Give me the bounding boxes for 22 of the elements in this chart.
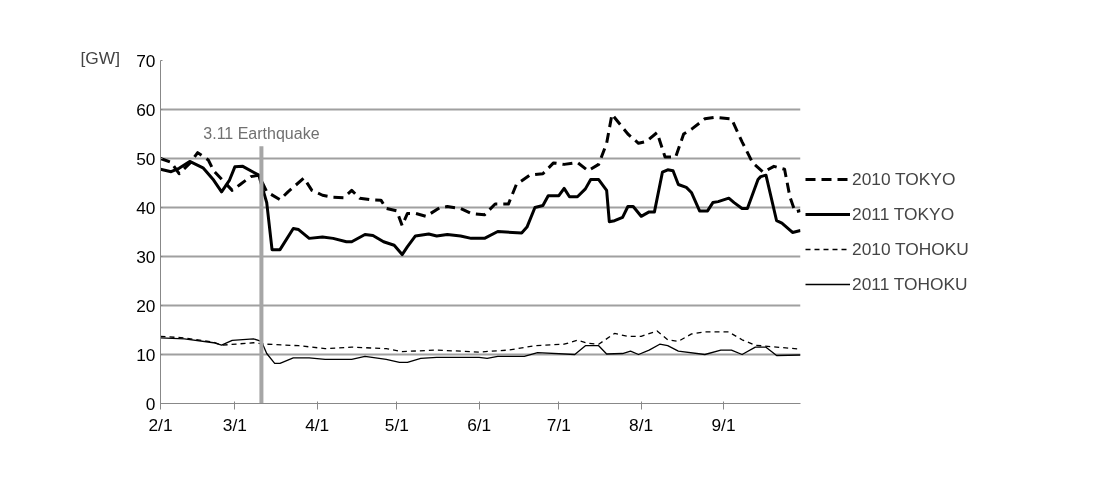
y-tick-label: 20 (136, 295, 156, 316)
legend-label: 2010 TOHOKU (852, 238, 969, 260)
y-tick-label: 40 (136, 197, 156, 218)
legend-label: 2010 TOKYO (852, 168, 956, 190)
x-tick-label: 2/1 (148, 414, 173, 435)
y-tick-label: 30 (136, 246, 156, 267)
y-tick-label: 10 (136, 344, 156, 365)
y-tick-label: 70 (136, 50, 156, 71)
y-tick-label: 50 (136, 148, 156, 169)
x-tick-label: 4/1 (305, 414, 330, 435)
legend-label: 2011 TOKYO (852, 203, 955, 225)
y-axis-title: [GW] (80, 47, 120, 68)
x-tick-label: 5/1 (384, 414, 409, 435)
x-tick-label: 9/1 (711, 414, 736, 435)
y-tick-label: 0 (145, 393, 156, 414)
y-tick-label: 60 (136, 99, 156, 120)
x-tick-label: 7/1 (546, 414, 571, 435)
x-tick-label: 8/1 (629, 414, 654, 435)
ref-line-label: 3.11 Earthquake (203, 125, 320, 143)
x-tick-label: 3/1 (222, 414, 247, 435)
legend-label: 2011 TOHOKU (852, 273, 968, 295)
x-tick-label: 6/1 (467, 414, 492, 435)
